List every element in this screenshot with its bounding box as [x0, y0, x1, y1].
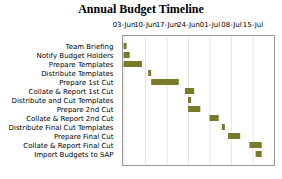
svg-text:08-Jul: 08-Jul [221, 21, 241, 29]
svg-text:03-Jun: 03-Jun [113, 21, 136, 29]
svg-text:Distribute Final Cut Templates: Distribute Final Cut Templates [9, 124, 114, 132]
svg-text:Prepare Templates: Prepare Templates [49, 61, 114, 69]
svg-text:17-Jun: 17-Jun [156, 21, 179, 29]
svg-text:Import Budgets to SAP: Import Budgets to SAP [34, 151, 113, 159]
svg-text:Collate & Report 2nd Cut: Collate & Report 2nd Cut [26, 115, 114, 123]
html-text:Annual Budget Timeline: Annual Budget Timeline [78, 2, 204, 16]
svg-text:Prepare 2nd Cut: Prepare 2nd Cut [57, 106, 114, 114]
svg-text:Prepare Final Cut: Prepare Final Cut [54, 133, 114, 141]
svg-text:Prepare 1st Cut: Prepare 1st Cut [59, 79, 114, 87]
svg-text:Distribute and Cut Templates: Distribute and Cut Templates [12, 97, 114, 105]
svg-text:Collate & Report 1st Cut: Collate & Report 1st Cut [29, 88, 114, 96]
svg-text:01-Jul: 01-Jul [200, 21, 220, 29]
svg-text:Notify Budget Holders: Notify Budget Holders [36, 52, 113, 60]
svg-text:10-Jun: 10-Jun [134, 21, 157, 29]
svg-text:15-Jul: 15-Jul [243, 21, 263, 29]
svg-text:Collate & Report Final Cut: Collate & Report Final Cut [23, 142, 113, 150]
svg-text:Team Briefing: Team Briefing [65, 43, 114, 51]
svg-text:24-Jun: 24-Jun [177, 21, 200, 29]
svg-text:Distribute Templates: Distribute Templates [41, 70, 114, 78]
